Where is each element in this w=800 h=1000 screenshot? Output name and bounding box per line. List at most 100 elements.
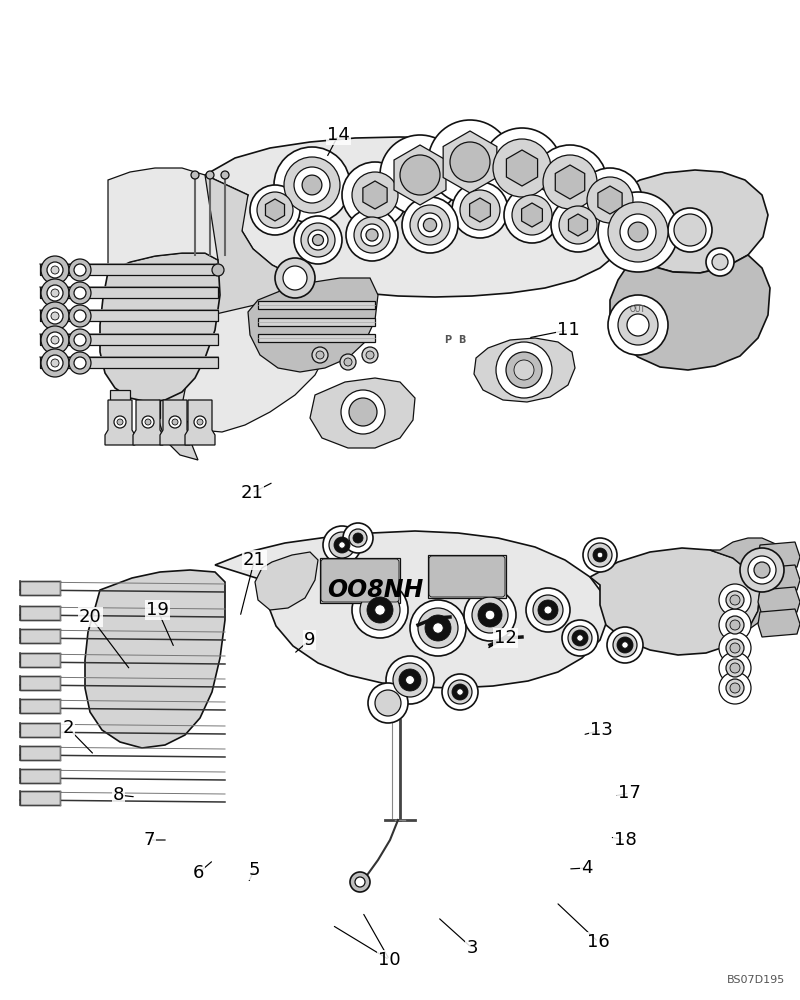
- Circle shape: [423, 218, 437, 232]
- Polygon shape: [133, 400, 163, 445]
- Circle shape: [250, 185, 300, 235]
- Circle shape: [526, 588, 570, 632]
- Circle shape: [191, 171, 199, 179]
- Circle shape: [425, 615, 451, 641]
- Circle shape: [726, 679, 744, 697]
- Circle shape: [355, 877, 365, 887]
- Circle shape: [674, 214, 706, 246]
- Polygon shape: [85, 570, 225, 748]
- Circle shape: [47, 355, 63, 371]
- Circle shape: [342, 162, 408, 228]
- Circle shape: [478, 603, 502, 627]
- Circle shape: [607, 627, 643, 663]
- Circle shape: [51, 312, 59, 320]
- Circle shape: [719, 609, 751, 641]
- Circle shape: [51, 336, 59, 344]
- Polygon shape: [248, 278, 378, 372]
- Text: 11: 11: [557, 321, 579, 339]
- Circle shape: [340, 354, 356, 370]
- Circle shape: [418, 213, 442, 237]
- Circle shape: [452, 182, 508, 238]
- Polygon shape: [428, 555, 506, 598]
- Circle shape: [496, 342, 552, 398]
- Circle shape: [719, 652, 751, 684]
- Circle shape: [628, 222, 648, 242]
- Circle shape: [506, 352, 542, 388]
- Circle shape: [142, 416, 154, 428]
- Circle shape: [47, 285, 63, 301]
- Circle shape: [587, 177, 633, 223]
- Polygon shape: [310, 378, 415, 448]
- Circle shape: [512, 195, 552, 235]
- Circle shape: [608, 202, 668, 262]
- Circle shape: [339, 542, 346, 548]
- Circle shape: [41, 256, 69, 284]
- Circle shape: [627, 314, 649, 336]
- Circle shape: [301, 223, 335, 257]
- Circle shape: [334, 537, 350, 553]
- Polygon shape: [20, 746, 60, 760]
- Circle shape: [726, 616, 744, 634]
- Circle shape: [399, 669, 421, 691]
- Text: 21: 21: [243, 551, 266, 569]
- Polygon shape: [20, 791, 60, 805]
- Circle shape: [617, 637, 633, 653]
- Circle shape: [754, 562, 770, 578]
- Circle shape: [69, 282, 91, 304]
- Circle shape: [559, 206, 597, 244]
- Circle shape: [41, 279, 69, 307]
- Circle shape: [41, 349, 69, 377]
- Text: 7: 7: [144, 831, 155, 849]
- Circle shape: [482, 128, 562, 208]
- Circle shape: [352, 582, 408, 638]
- Polygon shape: [20, 653, 60, 667]
- Text: OUT: OUT: [630, 306, 646, 314]
- Circle shape: [748, 556, 776, 584]
- Circle shape: [366, 351, 374, 359]
- Polygon shape: [20, 629, 60, 643]
- Circle shape: [418, 608, 458, 648]
- Text: 17: 17: [618, 784, 641, 802]
- Text: 21: 21: [241, 484, 263, 502]
- Circle shape: [712, 254, 728, 270]
- Circle shape: [302, 175, 322, 195]
- Polygon shape: [105, 400, 135, 445]
- Polygon shape: [569, 214, 587, 236]
- Text: B: B: [458, 335, 466, 345]
- Polygon shape: [20, 676, 60, 690]
- Circle shape: [706, 248, 734, 276]
- Circle shape: [367, 597, 393, 623]
- Circle shape: [572, 630, 588, 646]
- Circle shape: [284, 157, 340, 213]
- Circle shape: [274, 147, 350, 223]
- Circle shape: [69, 329, 91, 351]
- Polygon shape: [363, 181, 387, 209]
- Polygon shape: [258, 318, 375, 326]
- Text: 3: 3: [466, 939, 478, 957]
- Polygon shape: [160, 400, 190, 445]
- Circle shape: [47, 332, 63, 348]
- Polygon shape: [205, 137, 630, 297]
- Circle shape: [442, 674, 478, 710]
- Polygon shape: [20, 723, 60, 737]
- Text: 9: 9: [304, 631, 315, 649]
- Polygon shape: [20, 769, 60, 783]
- Polygon shape: [40, 264, 218, 275]
- Polygon shape: [258, 301, 375, 309]
- Circle shape: [374, 605, 386, 615]
- Circle shape: [730, 663, 740, 673]
- Circle shape: [313, 234, 323, 245]
- Circle shape: [117, 419, 123, 425]
- Circle shape: [51, 289, 59, 297]
- Circle shape: [41, 326, 69, 354]
- Polygon shape: [258, 334, 375, 342]
- Text: 20: 20: [79, 608, 102, 626]
- Polygon shape: [185, 400, 215, 445]
- Polygon shape: [20, 699, 60, 713]
- Circle shape: [464, 589, 516, 641]
- Circle shape: [353, 533, 363, 543]
- Circle shape: [608, 295, 668, 355]
- Circle shape: [329, 532, 355, 558]
- Circle shape: [51, 266, 59, 274]
- Polygon shape: [443, 131, 497, 193]
